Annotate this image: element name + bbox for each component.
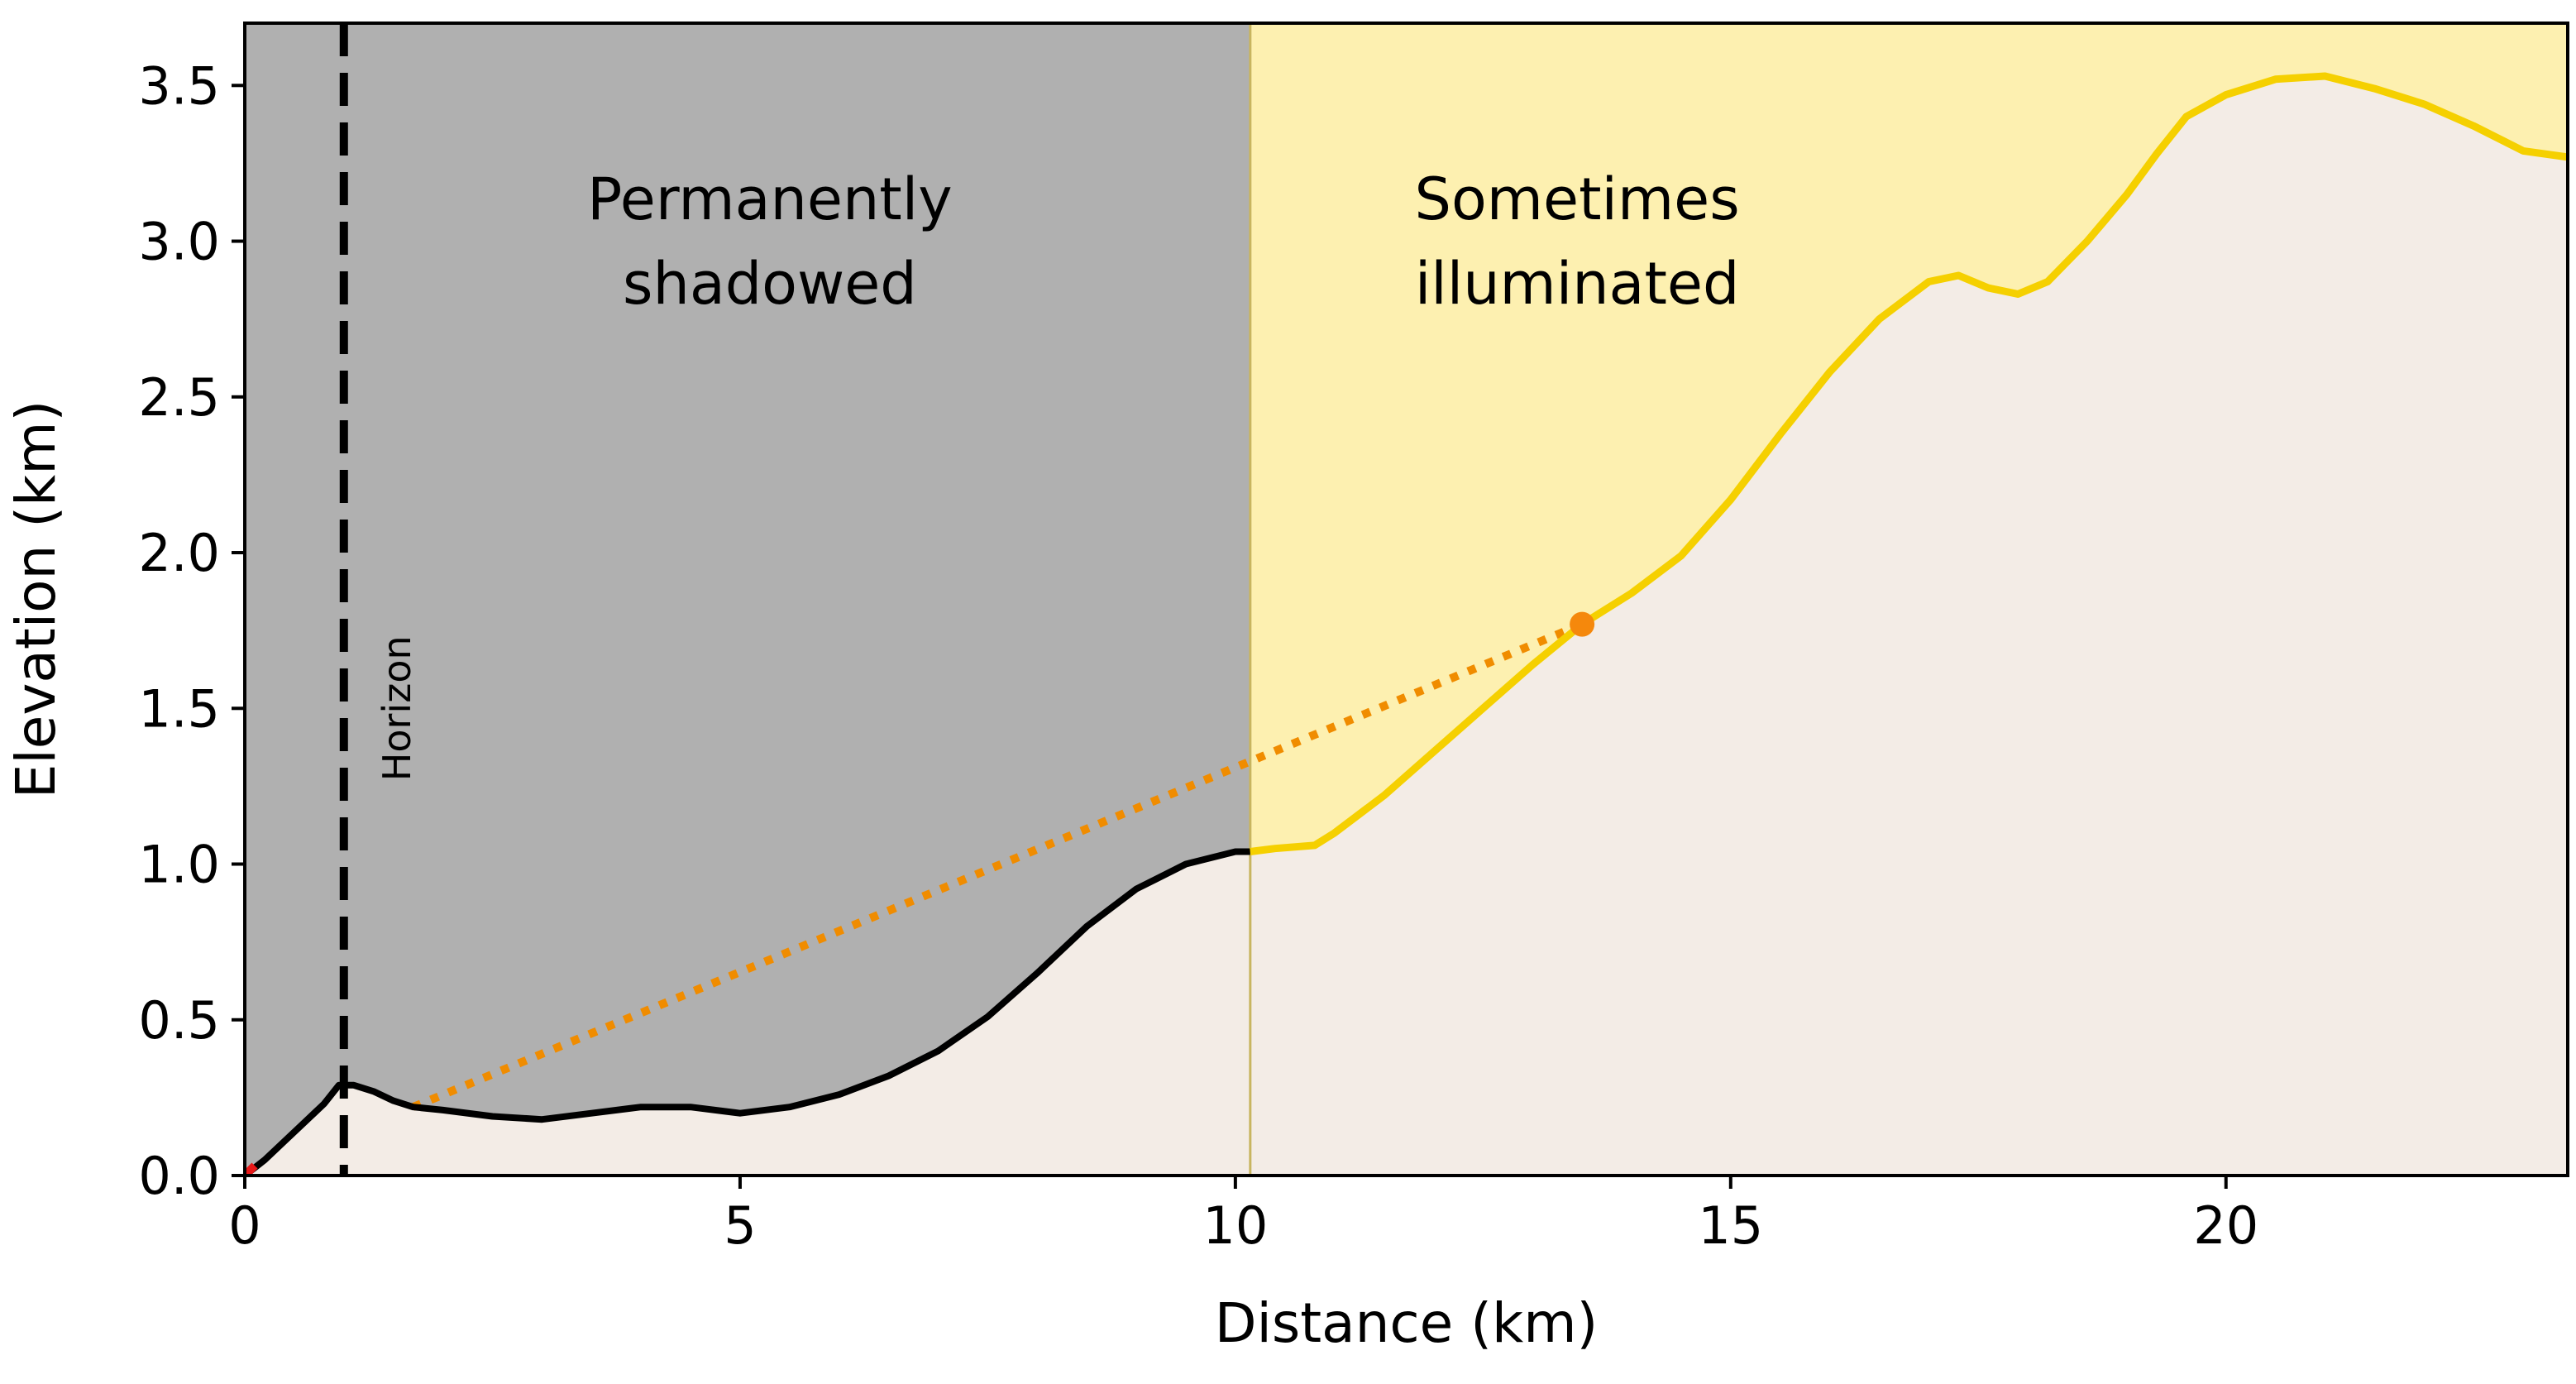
y-tick-label: 1.0	[138, 835, 220, 895]
observer-marker-stroke	[245, 1162, 258, 1176]
region-label-line: shadowed	[623, 250, 917, 318]
permanently-shadowed-label: Permanently shadowed	[587, 165, 953, 318]
y-tick-label: 0.0	[138, 1146, 220, 1206]
region-label-line: Sometimes	[1415, 165, 1740, 233]
y-tick-label: 1.5	[138, 678, 220, 739]
y-tick-label: 3.0	[138, 212, 220, 272]
y-tick-label: 2.5	[138, 367, 220, 428]
x-tick-label: 20	[2193, 1195, 2258, 1256]
x-axis: 0 5 10 15 20	[228, 1176, 2258, 1256]
x-tick-label: 0	[228, 1195, 260, 1256]
sometimes-illuminated-label: Sometimes illuminated	[1415, 165, 1740, 318]
y-tick-label: 0.5	[138, 990, 220, 1051]
observer-marker	[245, 1162, 258, 1176]
target-point	[1570, 611, 1595, 637]
region-label-line: Permanently	[587, 165, 953, 233]
plot-frame	[243, 22, 2569, 1177]
x-tick-label: 15	[1698, 1195, 1763, 1256]
terrain-fill	[245, 76, 2568, 1176]
y-axis-title: Elevation (km)	[4, 400, 68, 799]
x-tick-label: 10	[1202, 1195, 1268, 1256]
region-label-line: illuminated	[1415, 250, 1740, 318]
y-tick-label: 3.5	[138, 55, 220, 116]
x-tick-label: 5	[724, 1195, 756, 1256]
line-of-sight	[411, 620, 1584, 1111]
x-axis-title: Distance (km)	[1215, 1291, 1599, 1355]
illuminated-profile-line	[1250, 72, 2568, 855]
shadowed-profile-line	[245, 848, 1250, 1176]
y-tick-label: 2.0	[138, 523, 220, 583]
horizon-label: Horizon	[375, 635, 419, 781]
y-axis: 0.0 0.5 1.0 1.5 2.0 2.5 3.0 3.5	[138, 55, 245, 1206]
